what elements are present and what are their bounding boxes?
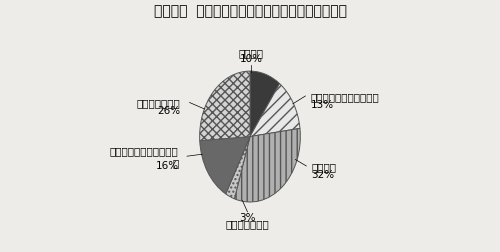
Wedge shape	[200, 137, 250, 194]
Wedge shape	[234, 129, 300, 202]
Text: 家具・じゅう器・機械器
具: 家具・じゅう器・機械器 具	[110, 146, 178, 167]
Text: 10%: 10%	[240, 54, 262, 64]
Text: 各種商品: 各種商品	[238, 48, 264, 57]
Text: 織物・衣服・身の回り品: 織物・衣服・身の回り品	[310, 92, 379, 102]
Wedge shape	[200, 72, 250, 141]
Text: 16%: 16%	[156, 160, 178, 170]
Text: 自動車・自転車: 自動車・自転車	[226, 218, 270, 229]
Text: 13%: 13%	[310, 100, 334, 109]
Text: 飲食料品: 飲食料品	[312, 161, 336, 171]
Wedge shape	[250, 84, 300, 137]
Wedge shape	[250, 72, 280, 137]
Wedge shape	[226, 137, 250, 199]
Text: 3%: 3%	[239, 212, 256, 222]
Text: 26%: 26%	[158, 106, 180, 116]
Title: 図－１２  産業中分類別売場面積構成比（小売業）: 図－１２ 産業中分類別売場面積構成比（小売業）	[154, 4, 346, 18]
Text: 32%: 32%	[312, 169, 334, 179]
Text: その他の小売業: その他の小売業	[137, 98, 180, 108]
